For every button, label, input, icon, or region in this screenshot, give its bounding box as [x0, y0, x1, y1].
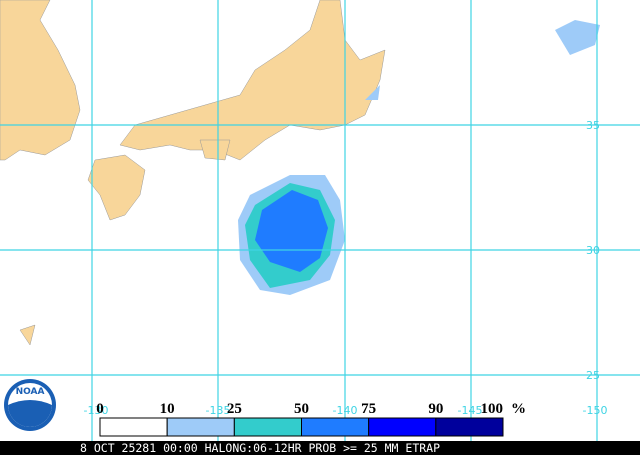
- legend-label: 75: [361, 401, 376, 417]
- legend-label: 0: [96, 401, 104, 417]
- legend-label: 25: [227, 401, 242, 417]
- latitude-label: 25: [586, 369, 600, 382]
- latitude-label: 30: [586, 244, 600, 257]
- legend-swatch: [233, 417, 302, 437]
- longitude-label: -135: [206, 404, 231, 417]
- legend-label: 50: [294, 401, 309, 417]
- latitude-label: 35: [586, 119, 600, 132]
- legend-label: 100: [481, 401, 504, 417]
- probability-area: [238, 20, 600, 295]
- caption: 8 OCT 25281 00:00 HALONG:06-12HR PROB >=…: [80, 441, 440, 455]
- legend-swatch: [99, 417, 168, 437]
- logo-text: NOAA: [16, 387, 45, 397]
- longitude-label: -150: [583, 404, 608, 417]
- noaa-logo: NOAA: [4, 379, 56, 431]
- longitude-label: -140: [333, 404, 358, 417]
- land: [0, 0, 386, 346]
- legend-label: 90: [428, 401, 443, 417]
- legend-swatch: [435, 417, 504, 437]
- legend-swatch: [368, 417, 437, 437]
- legend-unit: %: [511, 401, 526, 417]
- legend-label: 10: [160, 401, 175, 417]
- caption-bar: [0, 441, 640, 455]
- longitude-label: -145: [458, 404, 483, 417]
- longitude-label: -130: [84, 404, 109, 417]
- legend-swatch: [301, 417, 370, 437]
- grid: [0, 0, 640, 441]
- legend-swatch: [166, 417, 235, 437]
